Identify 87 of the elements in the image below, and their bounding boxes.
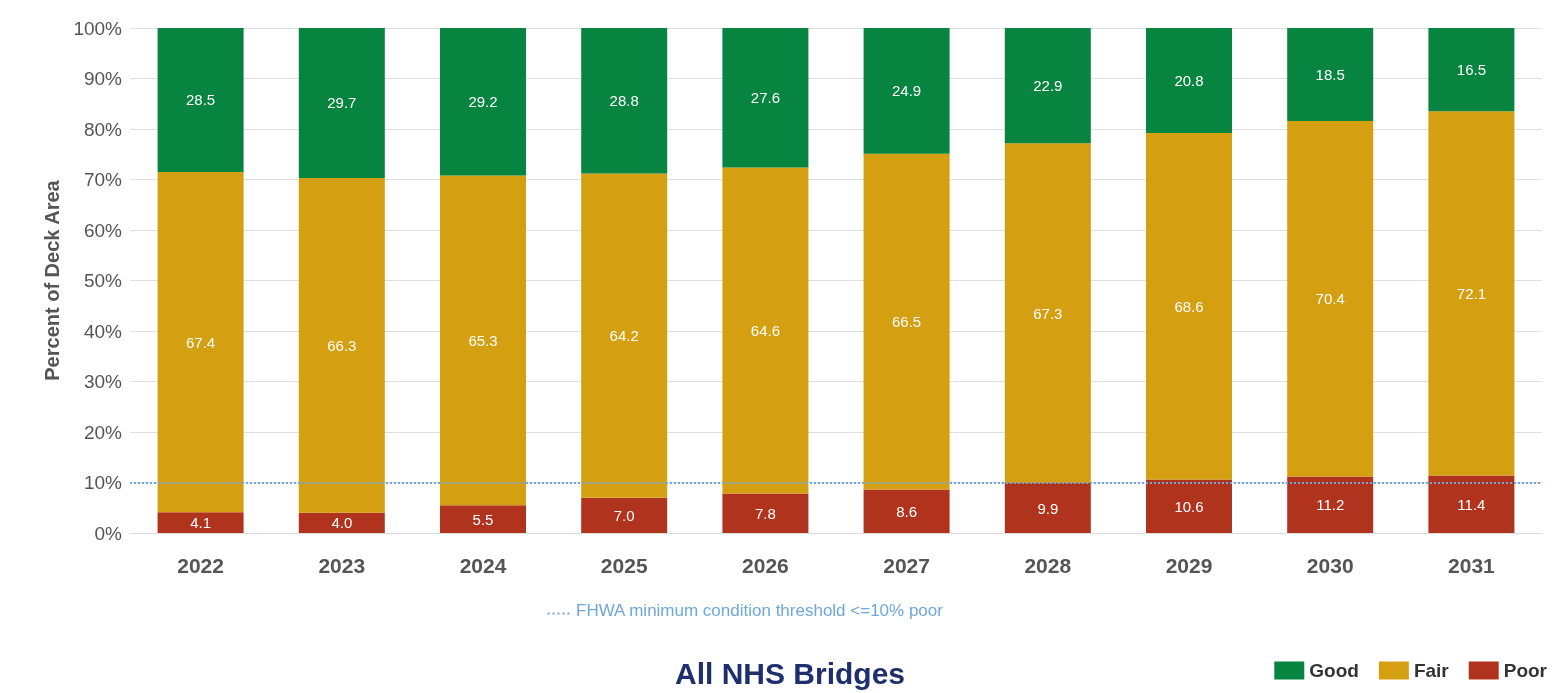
legend-label: Poor: [1503, 660, 1548, 681]
data-label: 11.2: [1316, 496, 1345, 514]
bar: [722, 28, 809, 168]
bar: [440, 28, 526, 176]
data-label: 27.6: [750, 89, 780, 107]
y-tick-label: 40%: [83, 320, 123, 342]
bar: [1428, 28, 1515, 112]
bar: [1004, 143, 1091, 484]
data-label: 29.2: [468, 93, 498, 111]
data-label: 4.0: [331, 514, 353, 532]
data-label: 70.4: [1315, 290, 1345, 308]
bar: [1004, 28, 1091, 144]
bar: [1287, 476, 1374, 533]
bar: [581, 28, 668, 174]
data-label: 4.1: [190, 514, 212, 532]
x-tick-label: 2026: [742, 554, 789, 577]
x-tick-label: 2029: [1165, 554, 1213, 577]
text: All NHS Bridges: [674, 656, 906, 690]
data-label: 18.5: [1315, 65, 1345, 83]
x-tick-label: 2024: [459, 554, 507, 577]
bar: [1428, 111, 1515, 476]
bar: [440, 175, 526, 506]
bar: [1146, 479, 1232, 533]
legend-label: FHWA minimum condition threshold <=10% poor: [576, 601, 944, 620]
data-label: 7.0: [613, 506, 635, 524]
data-label: 66.5: [892, 313, 922, 331]
bar: [157, 171, 244, 513]
data-label: 28.5: [186, 91, 216, 109]
data-label: 67.4: [186, 333, 216, 351]
data-label: 24.9: [892, 82, 922, 100]
x-tick-label: 2031: [1448, 554, 1496, 577]
y-tick-label: 100%: [73, 17, 123, 39]
y-tick-label: 10%: [83, 472, 123, 493]
y-axis-title: Percent of Deck Area: [41, 179, 63, 381]
bar: [863, 489, 950, 533]
y-tick-label: 0%: [94, 522, 123, 544]
y-tick-label: 20%: [83, 421, 123, 443]
data-label: 28.8: [609, 92, 639, 110]
y-tick-label: 90%: [83, 68, 123, 89]
bar: [440, 505, 526, 533]
bar: [722, 493, 809, 533]
data-label: 11.4: [1457, 495, 1486, 513]
data-label: 72.1: [1456, 284, 1486, 302]
x-tick-label: 2027: [883, 554, 930, 577]
bar: [1146, 28, 1232, 134]
legend-label: Good: [1309, 660, 1359, 681]
bar: [1146, 133, 1232, 480]
data-label: 64.2: [609, 327, 639, 345]
x-tick-label: 2030: [1306, 554, 1354, 577]
bar: [863, 153, 950, 490]
bar: [298, 512, 385, 533]
data-label: 29.7: [327, 94, 357, 112]
bar: [722, 167, 809, 494]
bar: [581, 497, 668, 533]
data-label: 10.6: [1174, 497, 1204, 515]
data-label: 5.5: [472, 510, 494, 528]
bar: [1287, 120, 1374, 477]
data-label: 65.3: [468, 331, 498, 349]
y-tick-label: 70%: [83, 169, 123, 190]
data-label: 67.3: [1033, 304, 1063, 322]
bar: [1428, 475, 1515, 533]
data-label: 66.3: [327, 336, 357, 354]
bar: [1004, 483, 1091, 533]
bar: [863, 28, 950, 154]
data-label: 68.6: [1174, 297, 1204, 315]
x-tick-label: 2028: [1024, 554, 1072, 577]
bar: [157, 28, 244, 172]
x-tick-label: 2022: [177, 554, 224, 577]
y-tick-label: 80%: [83, 118, 123, 140]
bar: [581, 173, 668, 498]
x-tick-label: 2023: [318, 554, 366, 577]
y-tick-label: 50%: [83, 270, 123, 291]
bar: [298, 177, 385, 513]
x-tick-label: 2025: [600, 554, 648, 577]
data-label: 9.9: [1037, 499, 1059, 517]
data-label: 22.9: [1033, 77, 1063, 95]
data-label: 7.8: [754, 504, 776, 522]
bar: [1287, 28, 1374, 121]
bar: [157, 512, 244, 533]
data-label: 16.5: [1456, 61, 1486, 79]
data-label: 64.6: [750, 321, 780, 339]
y-tick-label: 30%: [83, 371, 123, 392]
legend-label: Fair: [1413, 660, 1450, 681]
bar: [298, 28, 385, 178]
data-label: 20.8: [1174, 72, 1204, 90]
data-label: 8.6: [896, 502, 918, 520]
y-tick-label: 60%: [83, 219, 123, 241]
